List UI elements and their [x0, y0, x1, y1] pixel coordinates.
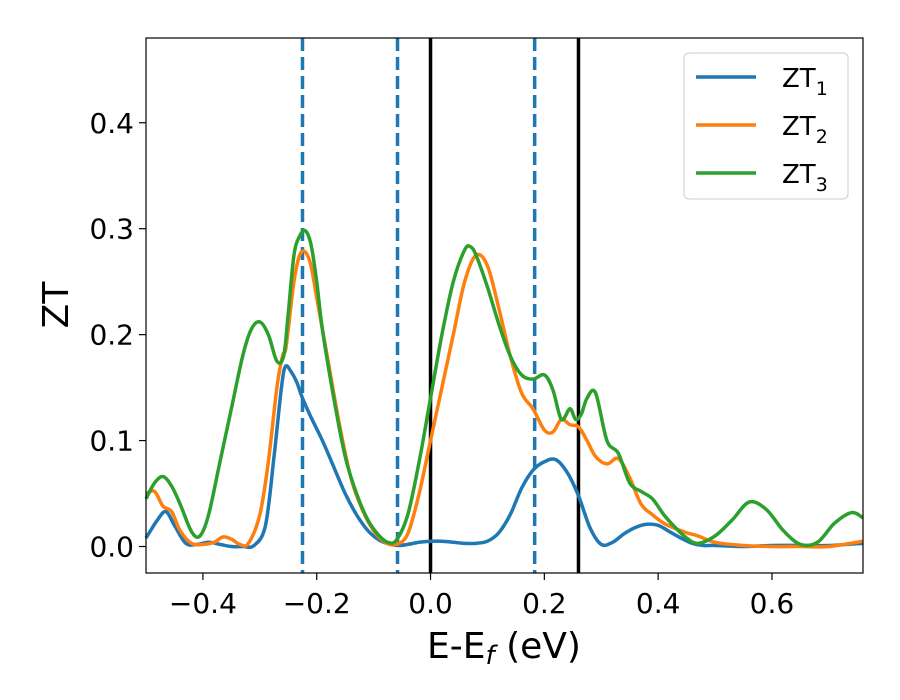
x-axis-label: E-Ef (eV) [427, 626, 581, 671]
legend-label-subscript: 3 [816, 174, 828, 196]
y-tick-label: 0.1 [89, 425, 134, 458]
x-tick-label: 0.4 [636, 587, 681, 620]
legend-label-zt2: ZT2 [782, 112, 828, 148]
legend-label-main: ZT [782, 112, 816, 142]
legend-label-main: ZT [782, 64, 816, 94]
x-axis-label-unit: (eV) [495, 626, 581, 667]
x-tick-label: 0.0 [408, 587, 453, 620]
legend-label-subscript: 1 [816, 78, 828, 100]
series-lines [144, 228, 864, 550]
y-tick-label: 0.2 [89, 319, 134, 352]
legend-label-subscript: 2 [816, 126, 828, 148]
y-tick-label: 0.3 [89, 213, 134, 246]
vertical-reference-lines [300, 38, 581, 573]
legend-label-zt1: ZT1 [782, 64, 828, 100]
y-axis-label: ZT [36, 281, 77, 329]
x-tick-label: 0.6 [750, 587, 795, 620]
y-tick-label: 0.0 [89, 531, 134, 564]
x-tick-label: 0.2 [522, 587, 567, 620]
legend-label-main: ZT [782, 160, 816, 190]
plot-frame [145, 37, 864, 574]
x-axis-ticks: −0.4 −0.2 0.0 0.2 0.4 0.6 [169, 573, 794, 620]
y-tick-label: 0.4 [89, 107, 134, 140]
series-line-zt2 [145, 249, 864, 549]
legend-label-zt3: ZT3 [782, 160, 828, 196]
y-axis-ticks: 0.0 0.1 0.2 0.3 0.4 [89, 107, 146, 564]
x-tick-label: −0.2 [283, 587, 351, 620]
series-line-zt1 [144, 364, 864, 550]
x-tick-label: −0.4 [169, 587, 237, 620]
series-line-zt3 [144, 228, 864, 548]
x-axis-label-main: E-E [427, 626, 485, 667]
legend-frame [683, 52, 849, 200]
